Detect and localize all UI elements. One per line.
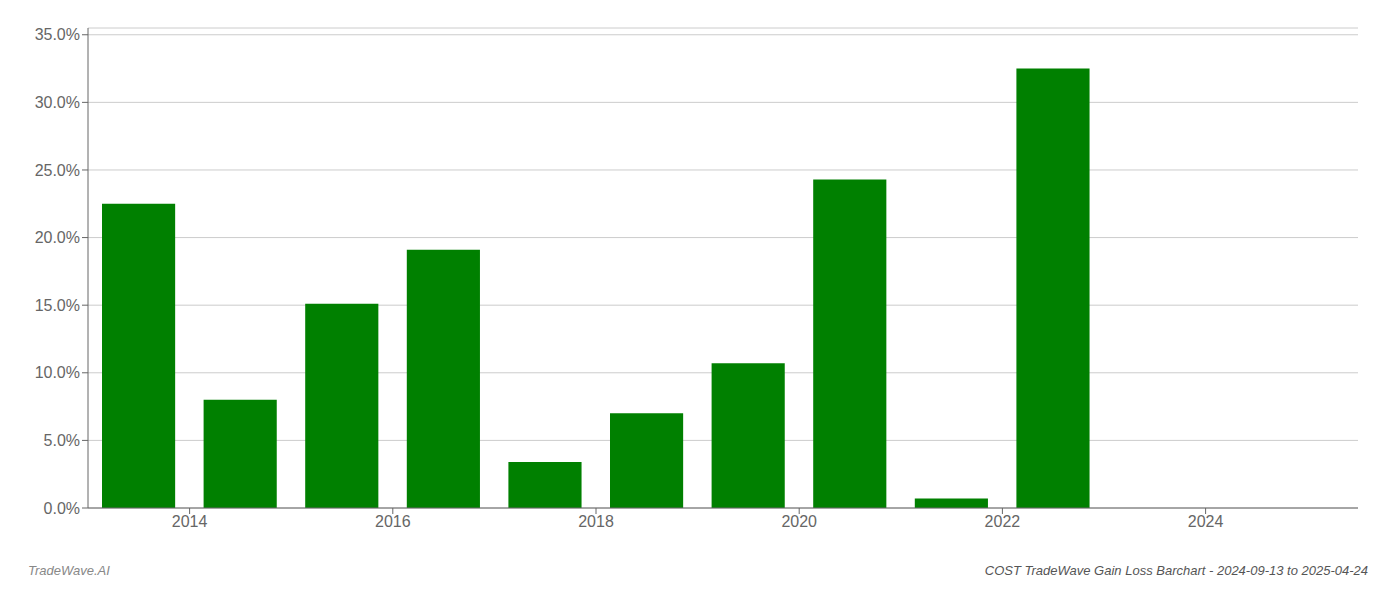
svg-text:30.0%: 30.0%	[35, 94, 80, 111]
svg-text:10.0%: 10.0%	[35, 364, 80, 381]
svg-text:2022: 2022	[985, 513, 1021, 530]
svg-text:35.0%: 35.0%	[35, 26, 80, 43]
html-text:COST TradeWave Gain Loss Barch: COST TradeWave Gain Loss Barchart - 2024…	[984, 563, 1368, 578]
svg-text:20.0%: 20.0%	[35, 229, 80, 246]
svg-text:2018: 2018	[578, 513, 614, 530]
svg-text:5.0%: 5.0%	[44, 432, 80, 449]
svg-text:2024: 2024	[1188, 513, 1224, 530]
svg-text:2014: 2014	[172, 513, 208, 530]
svg-text:25.0%: 25.0%	[35, 162, 80, 179]
svg-text:2016: 2016	[375, 513, 411, 530]
html-text:TradeWave.AI: TradeWave.AI	[28, 563, 110, 578]
svg-text:2020: 2020	[781, 513, 817, 530]
svg-text:0.0%: 0.0%	[44, 500, 80, 517]
svg-text:15.0%: 15.0%	[35, 297, 80, 314]
